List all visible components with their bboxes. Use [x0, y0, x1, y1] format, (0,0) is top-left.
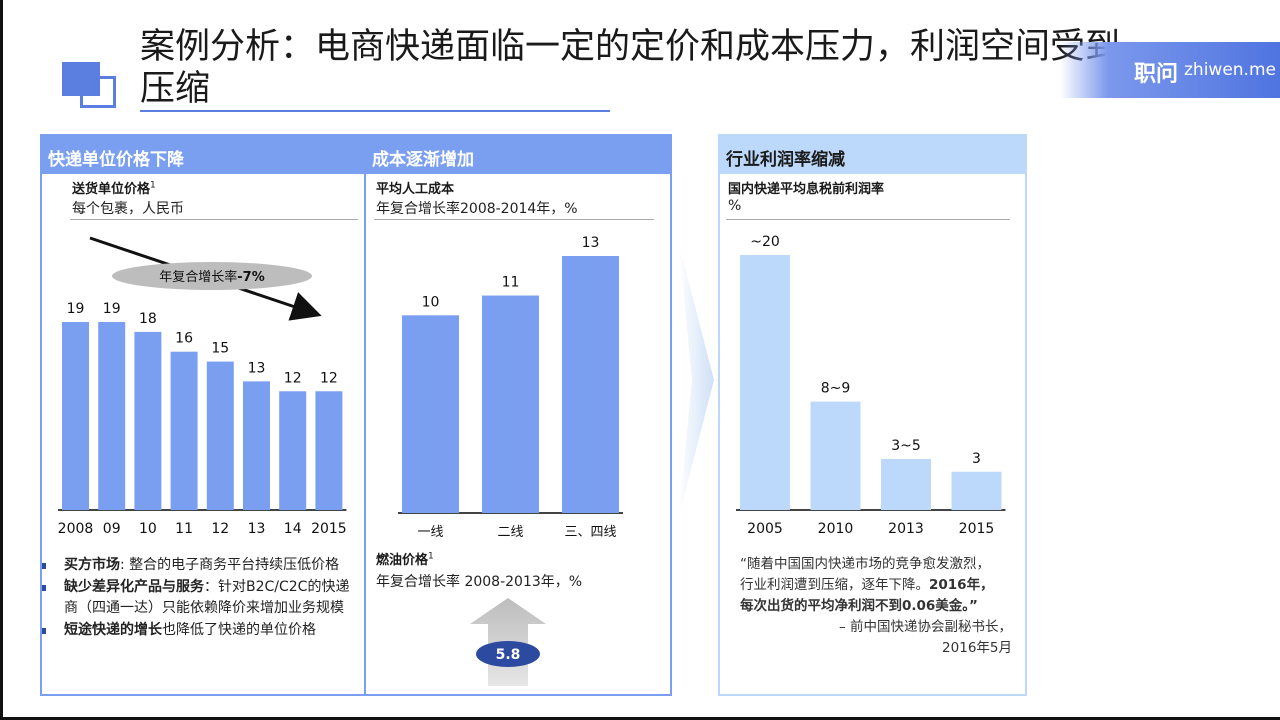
- price-cost-panel: [40, 134, 672, 696]
- fuel-title: 燃油价格1: [376, 551, 434, 568]
- bar-value-label: 16: [175, 331, 193, 347]
- fuel-value-badge: [476, 641, 540, 667]
- bar-value-label: 15: [211, 341, 229, 357]
- cost-panel-header: 成本逐渐增加: [372, 150, 474, 170]
- chart-bar: [62, 322, 89, 510]
- quote-source: – 前中国快递协会副秘书长，: [838, 619, 1012, 635]
- chart-bar: [98, 322, 126, 510]
- page-title: 案例分析：电商快递面临一定的定价和成本压力，利润空间受到压缩: [140, 27, 1121, 109]
- category-tick-label: 2013: [888, 521, 924, 537]
- category-tick-label: 2015: [311, 521, 347, 537]
- bar-value-label: 12: [320, 370, 338, 386]
- chart-bar: [134, 331, 162, 510]
- price-panel-header: 快递单位价格下降: [48, 150, 184, 170]
- category-tick-label: 13: [248, 521, 266, 537]
- quote-line: 每次出货的平均净利润不到0.06美金。”: [740, 598, 978, 614]
- logo-en-text: zhiwen.me: [1184, 60, 1276, 80]
- chart-bar: [740, 255, 790, 510]
- bullet-item: 缺少差异化产品与服务：针对B2C/C2C的快递商（四通一达）只能依赖降价来增加业…: [42, 577, 362, 619]
- title-squares-icon: [62, 62, 118, 110]
- fuel-unit: 年复合增长率 2008-2013年，%: [376, 574, 583, 590]
- chart-bar: [243, 381, 270, 510]
- category-tick-label: 12: [211, 521, 229, 537]
- bullet-item: 短途快递的增长也降低了快递的单位价格: [42, 620, 362, 641]
- price-chart-subtitle: 送货单位价格1: [72, 180, 156, 197]
- chart-bar: [315, 391, 343, 510]
- margin-panel: [718, 134, 1027, 696]
- panel-divider: [364, 134, 366, 696]
- category-tick-label: 二线: [497, 525, 523, 540]
- industry-quote: “随着中国国内快递市场的竞争愈发激烈， 行业利润遭到压缩，逐年下降。2016年，…: [732, 554, 1022, 659]
- chart-bar: [279, 391, 307, 510]
- quote-line: 行业利润遭到压缩，逐年下降。2016年，: [740, 577, 994, 593]
- margin-chart-subtitle: 国内快递平均息税前利润率: [728, 182, 885, 197]
- category-tick-label: 11: [175, 521, 193, 537]
- bar-value-label: 19: [103, 301, 121, 317]
- trend-annotation: 年复合增长率-7%: [89, 236, 322, 321]
- transition-chevron-icon: [678, 240, 714, 520]
- bar-value-label: 13: [582, 235, 600, 251]
- chart-bar: [951, 471, 1002, 510]
- labor-bar-chart: 10 一线 11 二线 13 三、四线: [398, 235, 623, 540]
- category-tick-label: 2008: [58, 521, 94, 537]
- bar-value-label: 12: [284, 370, 302, 386]
- chart-bar: [402, 315, 459, 513]
- margin-chart-rule: [726, 219, 1010, 220]
- margin-panel-header: 行业利润率缩减: [726, 150, 845, 170]
- category-tick-label: 2015: [959, 521, 995, 537]
- trend-label: 年复合增长率-7%: [159, 269, 264, 285]
- bar-value-label: 13: [248, 360, 266, 376]
- bar-value-label: 3: [972, 451, 981, 467]
- chart-bar: [562, 256, 619, 513]
- category-tick-label: 09: [103, 521, 121, 537]
- quote-date: 2016年5月: [942, 640, 1012, 656]
- price-bullets: 买方市场: 整合的电子商务平台持续压低价格 缺少差异化产品与服务：针对B2C/C…: [42, 555, 362, 642]
- price-chart-rule: [70, 219, 358, 220]
- margin-chart-unit: %: [728, 198, 742, 214]
- bar-value-label: 11: [502, 275, 520, 291]
- fuel-value: 5.8: [496, 647, 521, 663]
- quote-line: “随着中国国内快递市场的竞争愈发激烈，: [740, 556, 990, 572]
- labor-chart-subtitle: 平均人工成本: [376, 182, 455, 197]
- bar-value-label: 18: [139, 311, 157, 327]
- logo-cn-text: 职问: [1134, 62, 1179, 87]
- chart-bar: [482, 295, 539, 513]
- chart-bar: [881, 459, 931, 510]
- bar-value-label: 10: [422, 294, 440, 310]
- chart-bar: [810, 401, 861, 510]
- category-tick-label: 10: [139, 521, 157, 537]
- bullet-item: 买方市场: 整合的电子商务平台持续压低价格: [42, 555, 362, 576]
- bar-value-label: 8~9: [821, 381, 851, 397]
- margin-bar-chart: ~20 2005 8~9 2010 3~5 2013 3 2015: [736, 234, 1006, 537]
- category-tick-label: 2005: [747, 521, 783, 537]
- chart-bar: [170, 351, 198, 510]
- price-bar-chart: 19 2008 19 09 18 10 16 11 15 12 13 13 12 14 12 2015: [58, 301, 347, 537]
- category-tick-label: 三、四线: [564, 525, 616, 540]
- bar-value-label: 3~5: [891, 438, 921, 454]
- bar-value-label: 19: [67, 301, 85, 317]
- chart-bar: [206, 361, 234, 510]
- title-underline: [140, 110, 610, 112]
- category-tick-label: 2010: [818, 521, 854, 537]
- fuel-up-arrow-icon: 5.8: [470, 598, 546, 686]
- labor-chart-unit: 年复合增长率2008-2014年，%: [376, 201, 578, 217]
- brand-logo: 职问 zhiwen.me: [1060, 42, 1280, 98]
- bar-value-label: ~20: [750, 234, 780, 250]
- price-chart-unit: 每个包裹，人民币: [72, 201, 184, 217]
- category-tick-label: 一线: [417, 525, 443, 540]
- category-tick-label: 14: [284, 521, 302, 537]
- trend-ellipse: [112, 262, 312, 290]
- labor-chart-rule: [374, 219, 654, 220]
